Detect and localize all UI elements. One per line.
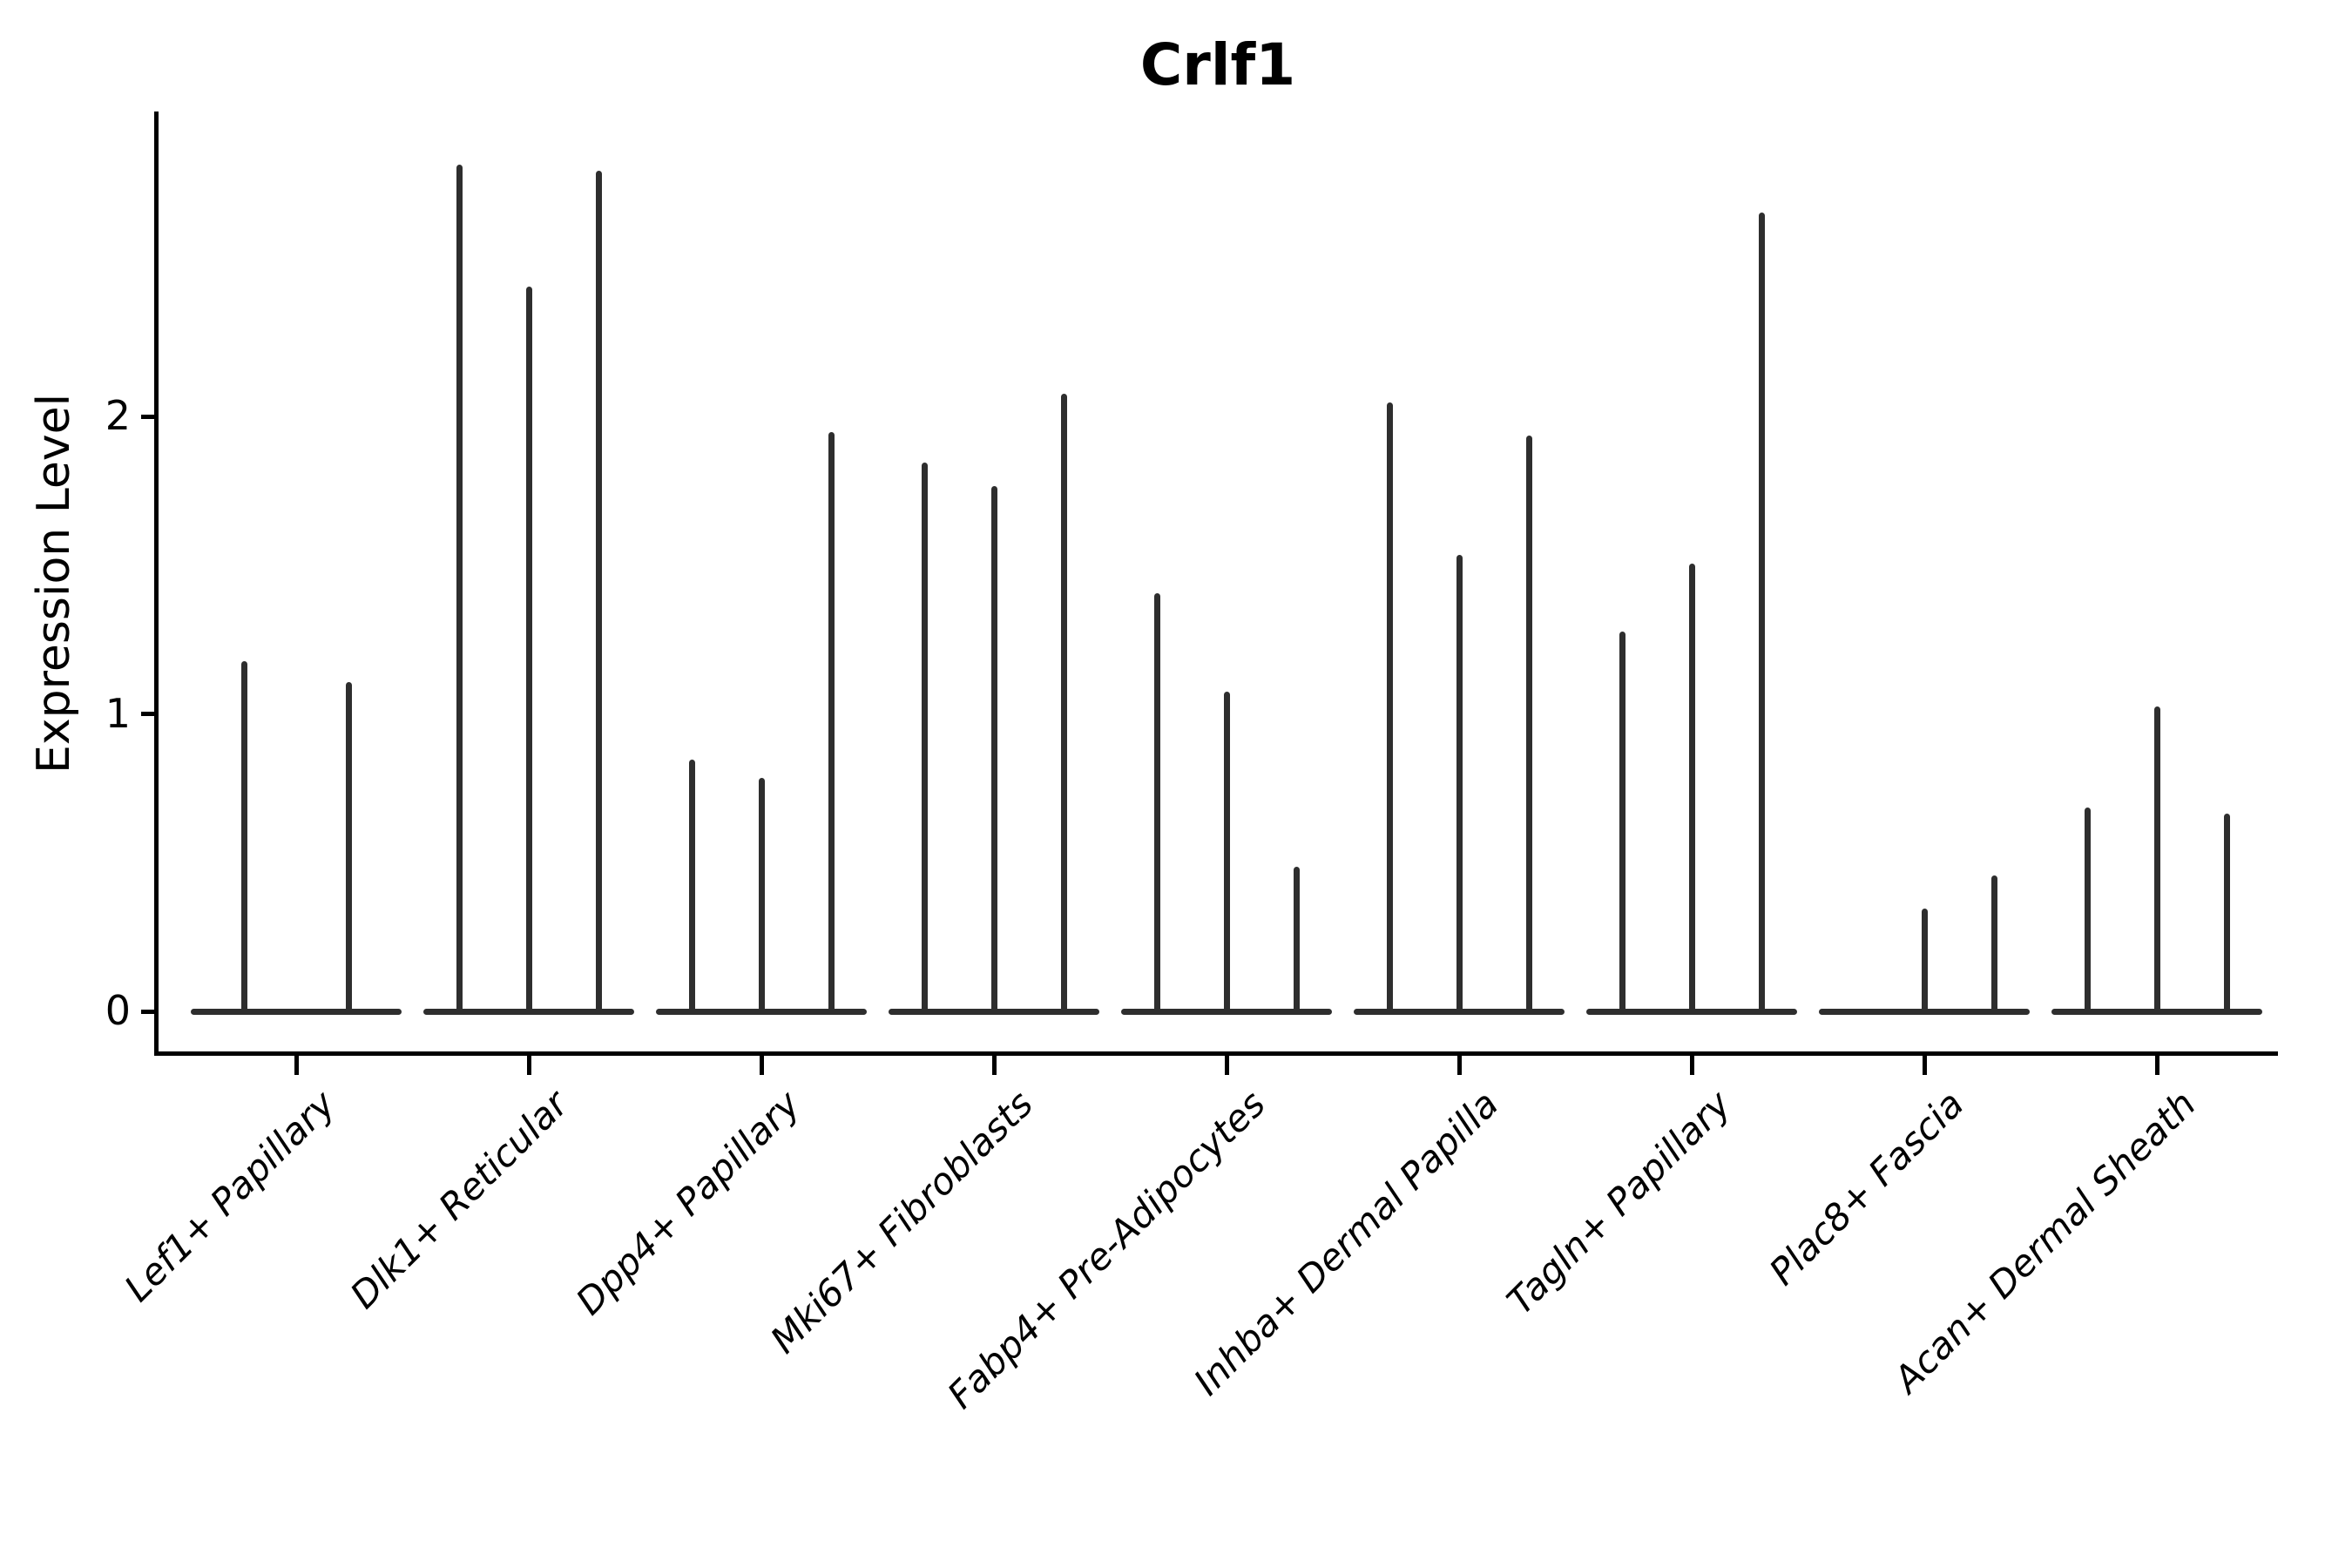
violin-spike — [2084, 807, 2091, 1013]
y-axis-tick-label: 0 — [105, 987, 131, 1035]
violin-spike — [595, 170, 602, 1013]
x-axis-tick — [759, 1056, 764, 1075]
x-axis-tick — [294, 1056, 299, 1075]
plot-area — [154, 112, 2278, 1056]
violin-spike — [456, 165, 463, 1013]
x-axis-tick — [1224, 1056, 1229, 1075]
plot-title: Crlf1 — [1139, 31, 1296, 98]
x-axis-tick — [1689, 1056, 1694, 1075]
x-axis-tick — [1922, 1056, 1927, 1075]
y-axis-tick — [141, 712, 157, 716]
x-axis-tick — [1456, 1056, 1462, 1075]
violin-spike — [1688, 563, 1695, 1013]
violin-spike — [828, 432, 835, 1013]
y-axis-tick — [141, 1009, 157, 1014]
violin-spike — [1060, 394, 1067, 1013]
y-axis-tick — [141, 414, 157, 419]
violin-spike — [1386, 402, 1393, 1013]
x-axis-category-label-text: Lef1+ Papillary — [116, 1082, 344, 1310]
violin-spike — [921, 462, 928, 1013]
violin-baseline — [191, 1008, 402, 1015]
violin-spike — [2153, 706, 2160, 1013]
violin-spike — [1223, 691, 1230, 1013]
violin-spike — [1990, 875, 1997, 1013]
violin-spike — [688, 760, 695, 1013]
violin-spike — [525, 287, 532, 1013]
x-axis-category-label-text: Plac8+ Fascia — [1761, 1082, 1972, 1294]
violin-spike — [1921, 908, 1928, 1013]
y-axis-tick-label: 1 — [105, 689, 131, 737]
x-axis-category-label-text: Tagln+ Papillary — [1498, 1082, 1740, 1323]
x-axis-tick — [526, 1056, 531, 1075]
x-axis-tick — [991, 1056, 997, 1075]
violin-spike — [1758, 212, 1765, 1013]
violin-spike — [345, 682, 352, 1013]
violin-spike — [758, 777, 765, 1013]
violin-spike — [990, 485, 997, 1013]
x-axis-category-label-text: Dlk1+ Reticular — [341, 1082, 577, 1317]
violin-spike — [240, 661, 247, 1013]
x-axis-tick — [2154, 1056, 2159, 1075]
x-axis-category-label-text: Dpp4+ Papillary — [568, 1082, 809, 1323]
violin-spike — [1619, 632, 1625, 1013]
x-axis-category-label-text: Mki67+ Fibroblasts — [761, 1082, 1042, 1362]
violin-spike — [1293, 867, 1300, 1013]
violin-spike — [1456, 554, 1463, 1013]
violin-spike — [1153, 592, 1160, 1013]
violin-spike — [2223, 813, 2230, 1013]
violin-spike — [1525, 435, 1532, 1013]
y-axis-tick-label: 2 — [105, 392, 131, 440]
